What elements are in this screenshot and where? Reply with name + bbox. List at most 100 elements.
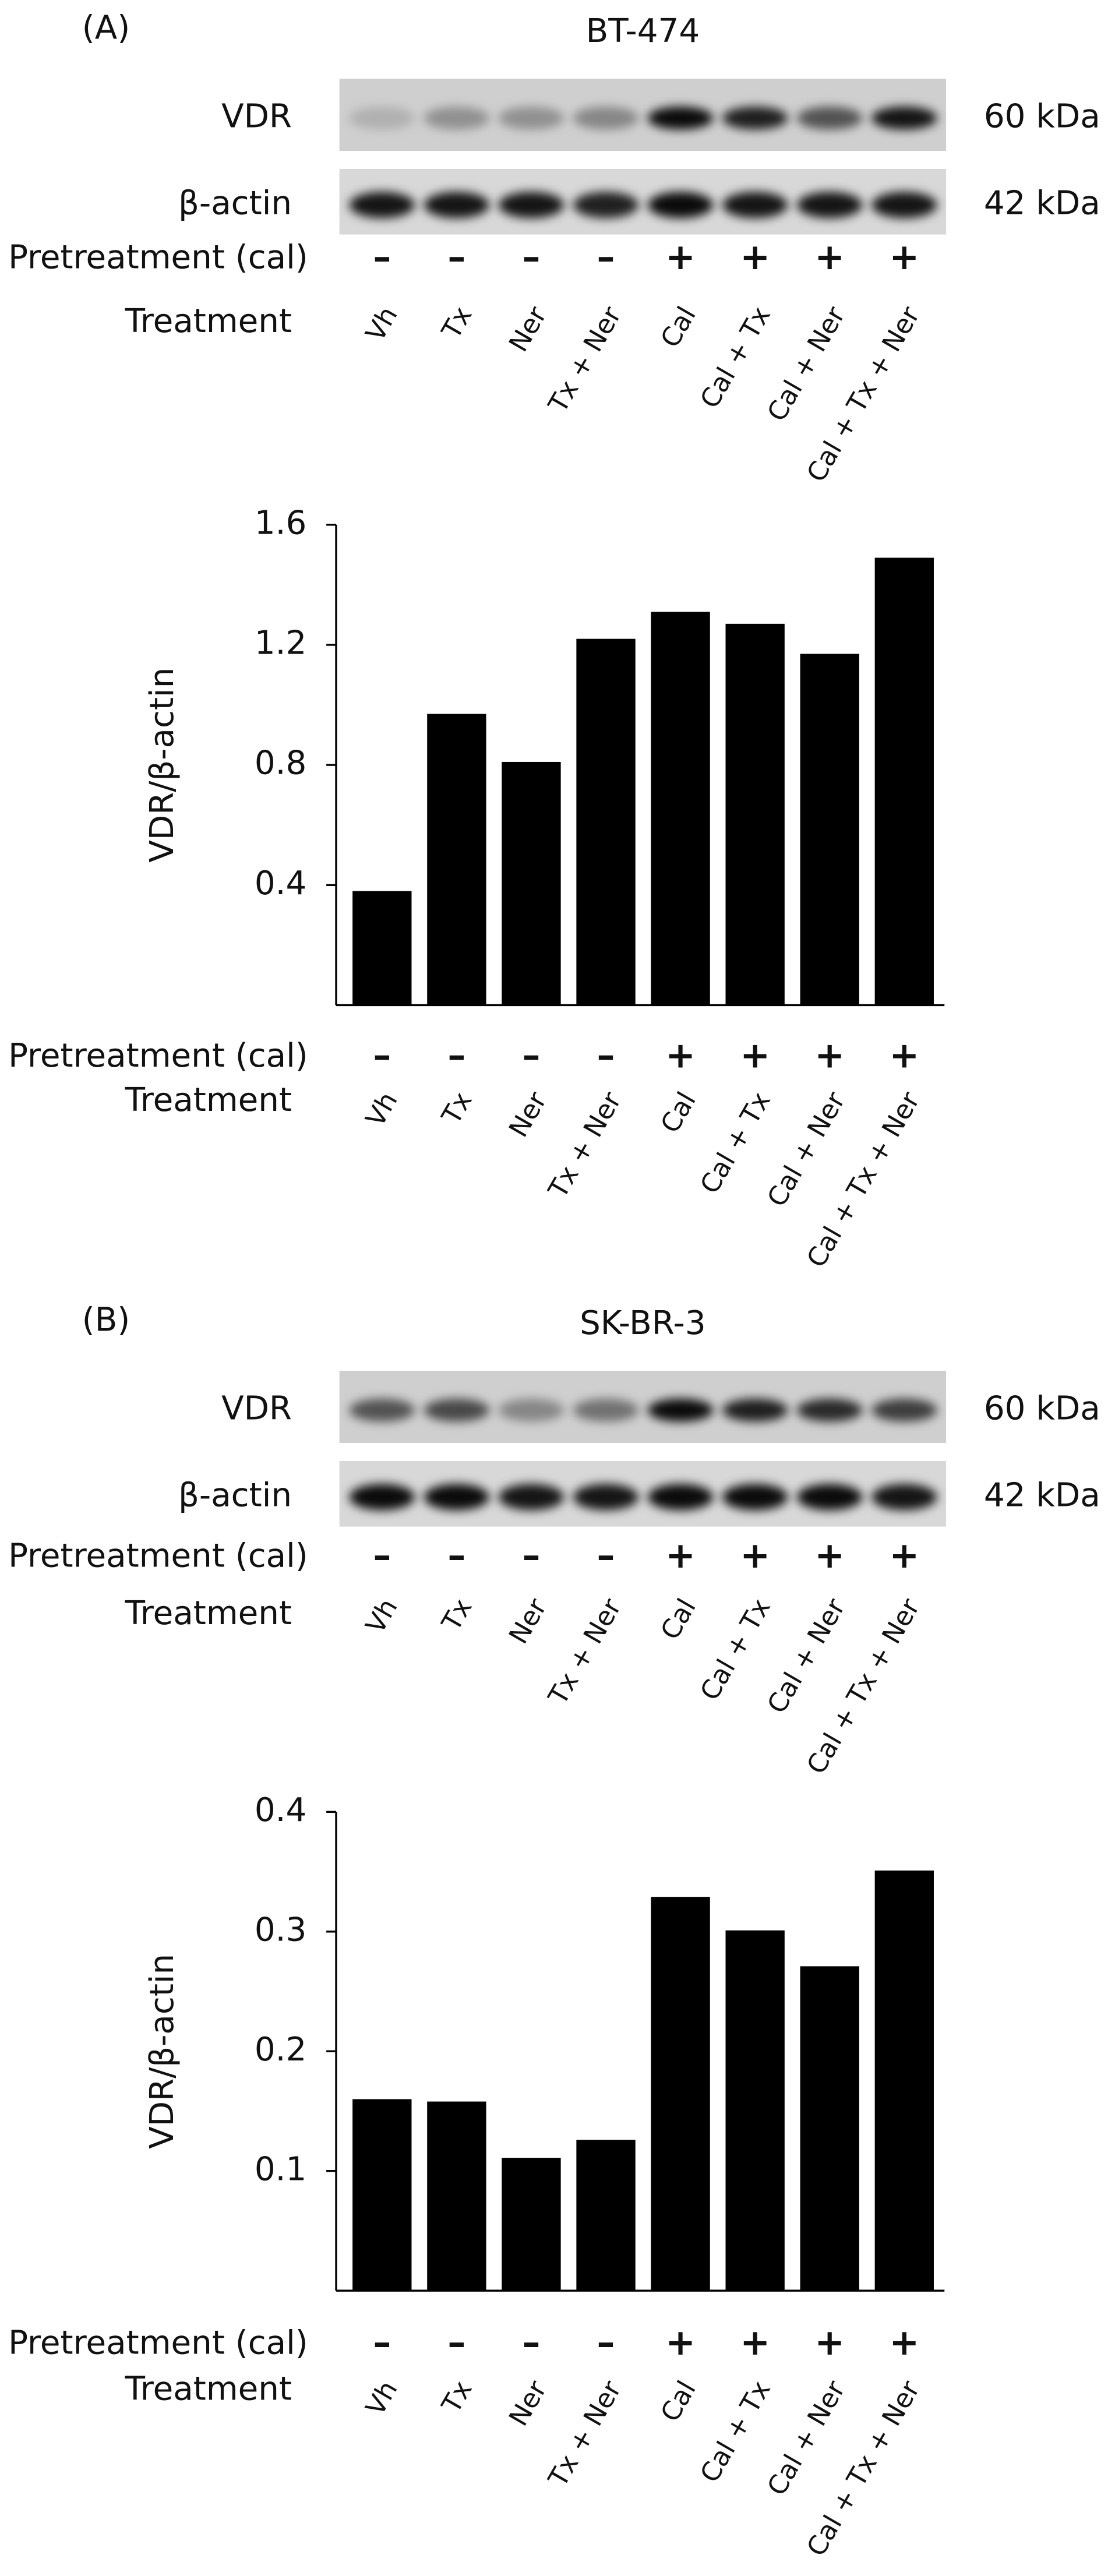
y-tick-label: 1.2 — [255, 624, 307, 662]
band — [871, 107, 937, 130]
band — [796, 192, 863, 218]
x-tick-label: Vh — [359, 2376, 404, 2421]
pretreatment-sign: – — [447, 1035, 465, 1077]
x-tick-label: Tx + Ner — [542, 2375, 627, 2492]
treatment-name: Tx — [435, 301, 478, 344]
x-tick-label: Cal — [654, 2376, 702, 2427]
panel-label: (A) — [82, 9, 130, 47]
y-tick-label: 0.1 — [255, 2150, 307, 2188]
blot-size: 42 kDa — [984, 1477, 1100, 1515]
treatment-name: Cal — [654, 1593, 702, 1645]
y-tick-label: 0.8 — [255, 744, 307, 782]
band — [871, 1398, 937, 1422]
bar — [502, 761, 561, 1005]
pretreatment-sign: – — [373, 2321, 391, 2363]
y-tick-label: 0.4 — [255, 864, 307, 902]
pretreatment-sign: + — [665, 2321, 696, 2363]
band — [647, 107, 714, 130]
pretreatment-sign: + — [665, 1035, 696, 1077]
treatment-name: Tx + Ner — [542, 301, 627, 418]
pretreatment-label: Pretreatment (cal) — [8, 2324, 308, 2362]
band — [796, 1484, 863, 1511]
band — [573, 1484, 639, 1511]
bar — [651, 1897, 710, 2291]
x-tick-label: Tx + Ner — [542, 1086, 627, 1204]
bar — [427, 2101, 486, 2291]
band — [349, 107, 415, 130]
treatment-name: Cal — [654, 301, 702, 352]
band — [498, 107, 564, 130]
pretreatment-sign: – — [522, 1534, 540, 1576]
blot-row-label: VDR — [221, 1389, 292, 1427]
pretreatment-sign: – — [373, 236, 391, 278]
pretreatment-sign: + — [814, 2321, 845, 2363]
y-axis-label: VDR/β-actin — [143, 668, 181, 863]
pretreatment-sign: – — [447, 2321, 465, 2363]
blot-size: 42 kDa — [984, 185, 1100, 223]
band — [647, 192, 714, 218]
blot-bands — [349, 192, 937, 218]
band — [349, 1484, 415, 1511]
x-tick-label: Tx — [435, 2376, 478, 2419]
pretreatment-sign: + — [665, 1534, 696, 1576]
treatment-name: Cal + Tx — [694, 301, 777, 414]
x-tick-label: Vh — [359, 1086, 404, 1132]
treatment-label: Treatment — [125, 302, 292, 340]
band — [573, 107, 639, 130]
bar — [874, 557, 934, 1005]
treatment-name: Ner — [503, 301, 553, 357]
band — [573, 192, 639, 218]
x-tick-label: Cal + Tx — [694, 2376, 777, 2488]
band — [573, 1398, 639, 1422]
pretreatment-sign: + — [889, 236, 919, 278]
pretreatment-sign: – — [522, 2321, 540, 2363]
bar — [576, 2140, 636, 2291]
band — [722, 192, 788, 218]
pretreatment-sign: – — [597, 2321, 615, 2363]
blot-size: 60 kDa — [984, 97, 1100, 135]
blot-bands — [349, 1484, 937, 1511]
band — [498, 1484, 564, 1511]
band — [647, 1398, 714, 1422]
band — [424, 192, 490, 218]
y-axis-label: VDR/β-actin — [143, 1954, 181, 2149]
band — [349, 1398, 415, 1422]
pretreatment-sign: + — [740, 2321, 770, 2363]
x-tick-label: Ner — [503, 2375, 553, 2431]
pretreatment-sign: + — [814, 1035, 845, 1077]
band — [498, 1398, 564, 1422]
treatment-label: Treatment — [125, 2370, 292, 2408]
x-tick-label: Cal — [654, 1086, 702, 1138]
y-tick-label: 0.4 — [255, 1791, 307, 1829]
blot-row-label: β-actin — [178, 185, 292, 223]
cell-line: SK-BR-3 — [580, 1304, 706, 1342]
pretreatment-sign: + — [814, 1534, 845, 1576]
blot-row-label: VDR — [221, 97, 292, 135]
treatment-name: Cal + Tx — [694, 1593, 777, 1706]
band — [349, 192, 415, 218]
blot-size: 60 kDa — [984, 1389, 1100, 1427]
treatment-name: Tx — [435, 1593, 478, 1636]
pretreatment-sign: – — [373, 1534, 391, 1576]
band — [424, 1398, 490, 1422]
pretreatment-sign: + — [889, 2321, 919, 2363]
pretreatment-sign: + — [889, 1534, 919, 1576]
bar — [800, 654, 859, 1005]
pretreatment-sign: – — [522, 236, 540, 278]
band — [722, 1484, 788, 1511]
pretreatment-label: Pretreatment (cal) — [8, 1537, 308, 1575]
pretreatment-sign: + — [740, 1534, 770, 1576]
y-tick-label: 0.3 — [255, 1911, 307, 1949]
pretreatment-sign: + — [740, 236, 770, 278]
treatment-name: Tx + Ner — [542, 1593, 627, 1710]
blot-row-label: β-actin — [178, 1477, 292, 1515]
pretreatment-sign: + — [665, 236, 696, 278]
band — [722, 1398, 788, 1422]
pretreatment-sign: + — [889, 1035, 919, 1077]
pretreatment-sign: – — [447, 1534, 465, 1576]
bar — [502, 2158, 561, 2291]
blot-bands — [349, 107, 937, 130]
x-tick-label: Ner — [503, 1086, 553, 1142]
